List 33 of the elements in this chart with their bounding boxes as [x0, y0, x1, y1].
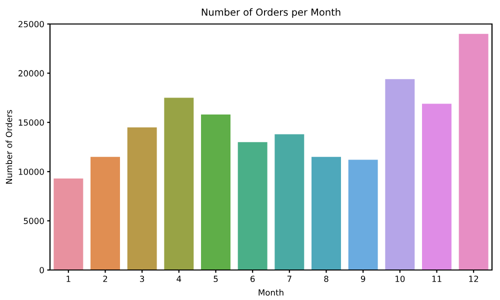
x-tick-label: 10 — [396, 276, 405, 282]
bar — [238, 142, 268, 270]
bar — [127, 127, 157, 270]
x-tick-label: 12 — [469, 276, 478, 282]
bar — [458, 34, 488, 270]
x-tick-label: 3 — [140, 276, 144, 282]
bar — [54, 178, 84, 270]
y-axis-title: Number of Orders — [6, 110, 12, 184]
bar — [274, 134, 304, 270]
y-tick-label: 20000 — [18, 70, 44, 76]
y-tick-label: 5000 — [24, 218, 44, 224]
x-tick-label: 4 — [176, 276, 182, 282]
x-axis-title: Month — [258, 289, 284, 296]
bar — [348, 160, 378, 270]
bar — [164, 98, 194, 270]
y-tick-label: 15000 — [18, 119, 44, 126]
x-tick-label: 8 — [324, 276, 328, 282]
bar — [385, 79, 415, 270]
bar — [201, 114, 230, 270]
bar — [422, 104, 452, 270]
chart-title: Number of Orders per Month — [202, 8, 340, 18]
x-tick-label: 9 — [360, 276, 366, 282]
x-tick-label: 6 — [250, 276, 255, 282]
x-tick-label: 2 — [103, 276, 108, 282]
x-tick-label: 1 — [66, 276, 70, 282]
y-tick-label: 25000 — [18, 20, 44, 28]
y-tick-label: 10000 — [18, 168, 44, 175]
x-tick-label: 11 — [432, 276, 442, 282]
x-tick-label: 7 — [287, 276, 292, 282]
y-tick-label: 0 — [40, 266, 44, 274]
bar — [312, 156, 341, 270]
x-tick-label: 5 — [214, 276, 218, 282]
bar — [90, 156, 120, 270]
